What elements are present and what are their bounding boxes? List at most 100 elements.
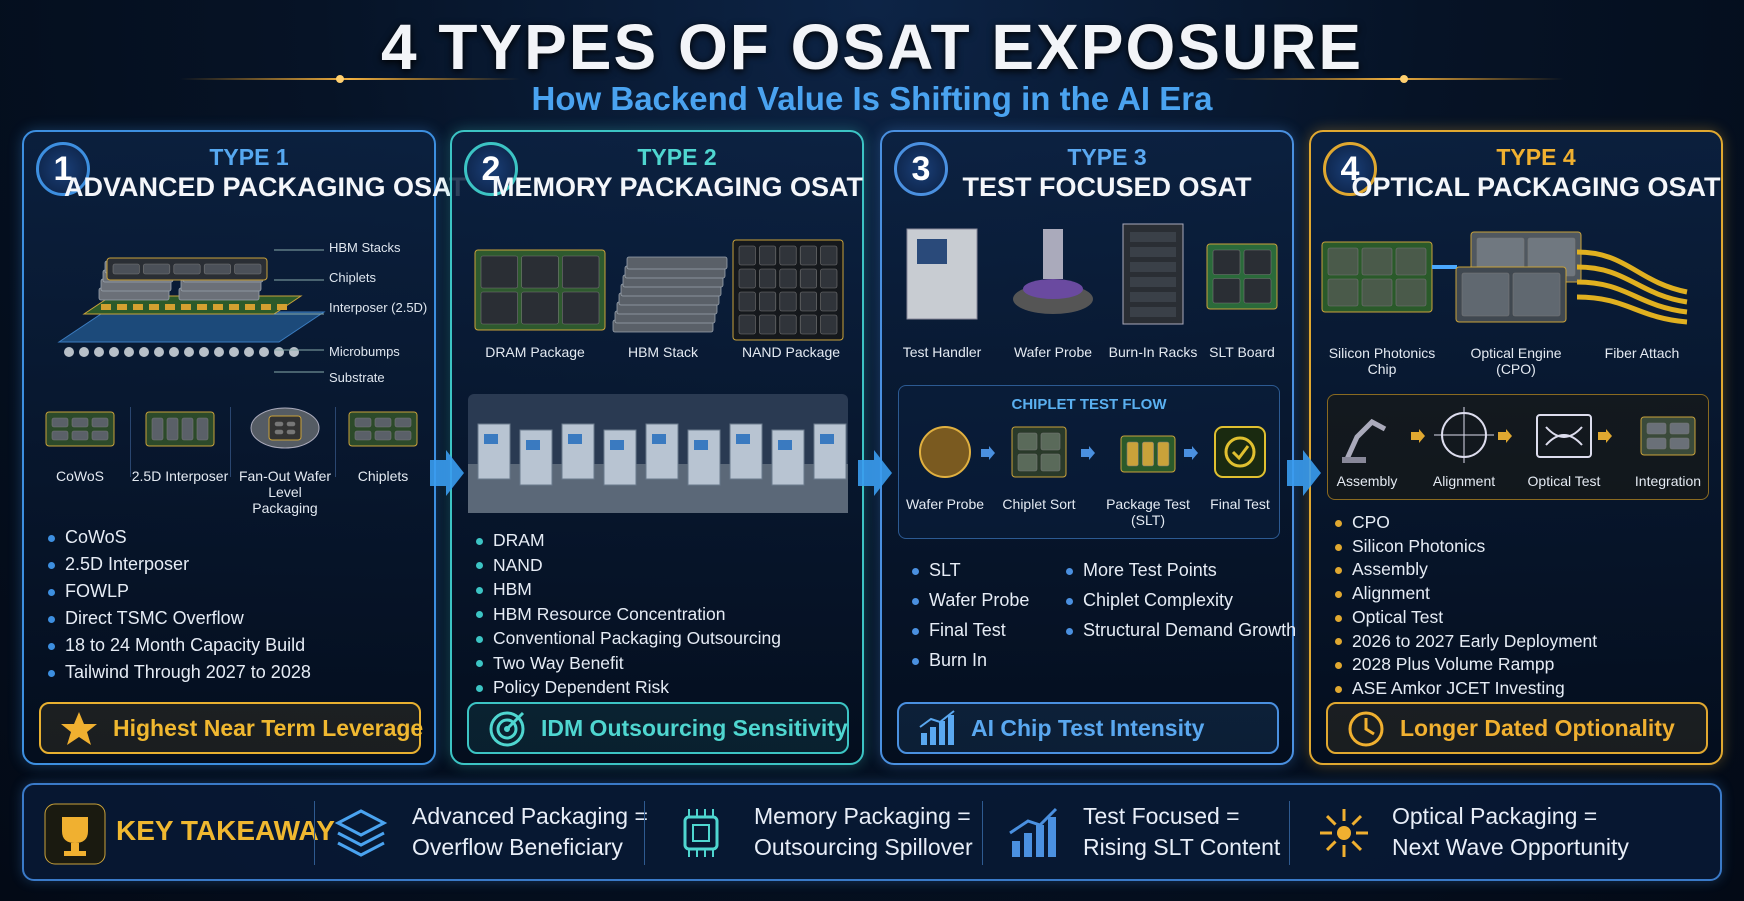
shape bbox=[1576, 279, 1688, 315]
shape bbox=[939, 721, 945, 745]
flow-step-label: Chiplet Sort bbox=[1002, 496, 1076, 512]
flow-step-icon bbox=[1011, 426, 1067, 478]
shape bbox=[1325, 840, 1337, 852]
image-label: NAND Package bbox=[741, 344, 841, 360]
shape bbox=[1576, 294, 1688, 325]
shape bbox=[1040, 432, 1061, 451]
shape bbox=[1364, 718, 1375, 736]
bullet-text: Two Way Benefit bbox=[493, 652, 624, 673]
shape bbox=[645, 423, 679, 480]
shape bbox=[354, 417, 372, 428]
shape bbox=[1351, 840, 1363, 852]
type-title: MEMORY PACKAGING OSAT bbox=[492, 172, 864, 202]
bullet-dot bbox=[476, 537, 483, 545]
image-label: Silicon Photonics Chip bbox=[1328, 345, 1436, 377]
badge-icon bbox=[919, 710, 955, 745]
takeaway-divider bbox=[982, 801, 983, 865]
shape bbox=[1214, 426, 1266, 478]
shape bbox=[374, 417, 392, 428]
takeaway-icon bbox=[1009, 807, 1058, 857]
shape bbox=[337, 841, 385, 857]
shape bbox=[759, 245, 777, 266]
shape bbox=[919, 710, 955, 728]
shape bbox=[1224, 78, 1564, 80]
type-label: TYPE 2 bbox=[637, 144, 717, 170]
takeaway-text: Next Wave Opportunity bbox=[1392, 834, 1629, 860]
shape bbox=[1243, 278, 1272, 304]
type-title: ADVANCED PACKAGING OSAT bbox=[64, 172, 467, 202]
shape bbox=[779, 291, 797, 312]
shape bbox=[1130, 307, 1176, 317]
takeaway-text: Optical Packaging = bbox=[1392, 803, 1598, 829]
type-number-badge: 2 bbox=[464, 142, 518, 196]
shape bbox=[1536, 414, 1592, 458]
bullet-text: 18 to 24 Month Capacity Build bbox=[65, 635, 306, 655]
shape bbox=[820, 245, 838, 266]
shape bbox=[173, 263, 201, 275]
badge-icon bbox=[1348, 711, 1384, 747]
shape bbox=[1040, 453, 1061, 472]
takeaway-divider bbox=[1289, 801, 1290, 865]
shape bbox=[261, 304, 271, 310]
shape bbox=[1411, 429, 1425, 443]
shape bbox=[71, 430, 89, 441]
shape bbox=[1598, 429, 1612, 443]
shape bbox=[1461, 272, 1510, 317]
bullet-text: More Test Points bbox=[1083, 560, 1217, 580]
shape bbox=[197, 304, 207, 310]
shape bbox=[45, 411, 115, 447]
product-icon bbox=[348, 411, 418, 447]
shape bbox=[496, 718, 518, 740]
trophy-icon bbox=[44, 803, 106, 865]
shape bbox=[779, 245, 797, 266]
type-number: 1 bbox=[53, 150, 73, 188]
shape bbox=[1669, 437, 1690, 450]
bullet-dot bbox=[1335, 662, 1342, 670]
bullet-dot bbox=[48, 562, 55, 570]
type-card: 2 TYPE 2 MEMORY PACKAGING OSAT DRAM Package… bbox=[450, 130, 864, 765]
bullet-dot bbox=[1066, 568, 1073, 576]
bullet-text: Direct TSMC Overflow bbox=[65, 608, 244, 628]
shape bbox=[779, 314, 797, 335]
bullet-text: Final Test bbox=[929, 620, 1006, 640]
bullet-text: NAND bbox=[493, 554, 543, 575]
image-label: DRAM Package bbox=[485, 344, 585, 360]
shape bbox=[1545, 426, 1583, 446]
shape bbox=[101, 304, 111, 310]
shape bbox=[1231, 445, 1250, 461]
shape bbox=[166, 417, 179, 441]
shape bbox=[948, 715, 954, 745]
shape bbox=[519, 429, 553, 486]
bullet-dot bbox=[912, 568, 919, 576]
flow-box: CHIPLET TEST FLOW Wafer Probe Chiplet Sort… bbox=[898, 385, 1280, 539]
shape bbox=[799, 268, 817, 289]
image-label: SLT Board bbox=[1209, 344, 1275, 360]
flow-step-label: Alignment bbox=[1432, 473, 1496, 489]
shape bbox=[286, 421, 296, 427]
bullet-text: CPO bbox=[1352, 512, 1390, 532]
bullet-dot bbox=[476, 635, 483, 643]
takeaway-text: Overflow Beneficiary bbox=[412, 834, 623, 860]
bullet-dot bbox=[48, 589, 55, 597]
shape bbox=[759, 314, 777, 335]
product-divider bbox=[130, 407, 131, 477]
shape bbox=[1337, 826, 1351, 840]
shape bbox=[521, 255, 559, 289]
image-label: HBM Stack bbox=[627, 344, 698, 360]
shape bbox=[1043, 229, 1063, 279]
shape bbox=[94, 347, 104, 357]
shape bbox=[1327, 278, 1359, 307]
type-title: TEST FOCUSED OSAT bbox=[962, 172, 1252, 202]
summary-badge: IDM Outsourcing Sensitivity bbox=[467, 702, 849, 754]
shape bbox=[477, 423, 511, 480]
shape bbox=[484, 434, 498, 444]
shape bbox=[1184, 446, 1198, 460]
shape bbox=[268, 415, 302, 441]
shape bbox=[229, 347, 239, 357]
flow-arrow bbox=[1598, 429, 1612, 443]
flow-step-label: Optical Test bbox=[1527, 473, 1601, 489]
shape bbox=[337, 831, 385, 847]
takeaway-icon bbox=[683, 809, 719, 857]
shape bbox=[213, 304, 223, 310]
